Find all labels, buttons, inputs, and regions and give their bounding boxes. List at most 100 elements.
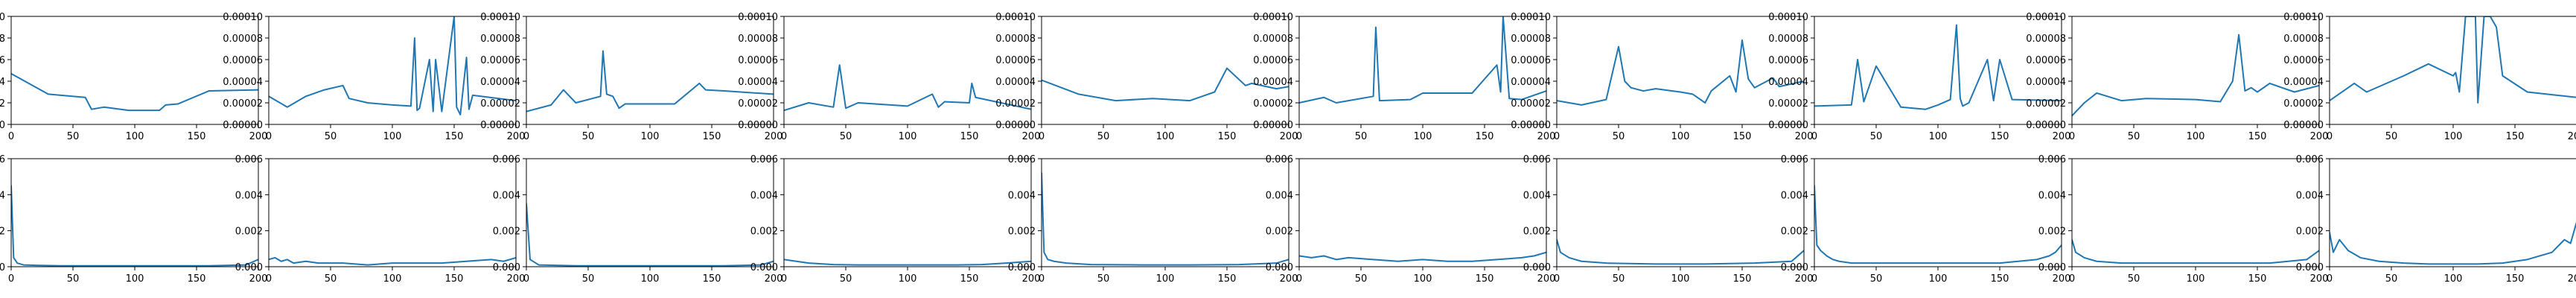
x-tick-label: 200: [2310, 131, 2329, 142]
y-tick-label: 0.00000: [2026, 120, 2066, 131]
y-tick-label: 0.002: [2296, 226, 2324, 238]
y-tick-label: 0.00010: [1768, 12, 1808, 23]
axes-frame: [1814, 16, 2062, 125]
x-tick-label: 0: [266, 273, 272, 285]
subplot-top-6: 0 50 100 150 2000.000000.000020.000040.00006…: [1253, 12, 1555, 142]
series-line: [2330, 221, 2576, 265]
series-line: [269, 16, 516, 115]
x-tick-label: 200: [507, 273, 526, 285]
x-tick-label: 100: [1414, 273, 1432, 285]
axes-frame: [2071, 158, 2320, 267]
x-tick-label: 100: [899, 273, 917, 285]
x-tick-label: 100: [383, 131, 402, 142]
x-tick-label: 0: [1554, 273, 1560, 285]
y-tick-label: 0.004: [2296, 190, 2324, 201]
x-tick-label: 0: [523, 131, 529, 142]
y-tick-label: 0.000: [1523, 262, 1551, 273]
axes-frame: [1814, 158, 2062, 267]
y-tick-label: 0.004: [0, 190, 5, 201]
axes-frame: [2071, 16, 2320, 125]
x-tick-label: 200: [1537, 131, 1556, 142]
x-tick-label: 50: [67, 131, 80, 142]
y-tick-label: 0.002: [235, 226, 263, 238]
series-line: [1299, 16, 1546, 104]
y-tick-label: 0.004: [235, 190, 263, 201]
axes-frame: [783, 16, 1032, 125]
y-tick-label: 0.00008: [1768, 34, 1808, 45]
y-tick-label: 0.002: [1781, 226, 1808, 238]
x-tick-label: 0: [781, 131, 787, 142]
y-tick-label: 0.002: [750, 226, 778, 238]
x-tick-label: 100: [641, 131, 660, 142]
x-tick-label: 100: [1671, 131, 1690, 142]
series-line: [269, 256, 516, 266]
x-tick-label: 150: [2506, 273, 2525, 285]
y-tick-label: 0.00006: [995, 55, 1036, 66]
axes-frame: [526, 158, 774, 267]
y-tick-label: 0.004: [1523, 190, 1551, 201]
y-tick-label: 0.006: [1008, 154, 1036, 165]
x-tick-label: 200: [765, 131, 783, 142]
y-tick-label: 0.00008: [995, 34, 1036, 45]
y-tick-label: 0.00008: [738, 34, 778, 45]
y-tick-label: 0.00008: [2283, 34, 2324, 45]
x-tick-label: 50: [1097, 131, 1110, 142]
y-tick-label: 0.004: [750, 190, 778, 201]
y-tick-label: 0.002: [0, 226, 5, 238]
series-line: [526, 203, 774, 267]
y-tick-label: 0.00000: [1253, 120, 1293, 131]
x-tick-label: 150: [445, 273, 464, 285]
subplot-top-2: 0 50 100 150 2000.000000.000020.000040.00006…: [223, 12, 525, 142]
y-tick-label: 0.00004: [223, 77, 263, 88]
x-tick-label: 200: [2568, 273, 2576, 285]
x-tick-label: 0: [1039, 273, 1045, 285]
y-tick-label: 0.00002: [995, 98, 1036, 110]
y-tick-label: 0.004: [1781, 190, 1808, 201]
x-tick-label: 0: [2327, 273, 2333, 285]
x-tick-label: 200: [2053, 273, 2071, 285]
y-tick-label: 0.000: [493, 262, 520, 273]
x-tick-label: 50: [840, 131, 852, 142]
x-tick-label: 200: [1022, 273, 1041, 285]
y-tick-label: 0.00008: [1511, 34, 1551, 45]
y-tick-label: 0.00002: [1511, 98, 1551, 110]
x-tick-label: 0: [266, 131, 272, 142]
series-line: [1557, 238, 1804, 265]
y-tick-label: 0.006: [493, 154, 520, 165]
y-tick-label: 0.000: [750, 262, 778, 273]
y-tick-label: 0.00004: [2026, 77, 2066, 88]
y-tick-label: 0.006: [1781, 154, 1808, 165]
x-tick-label: 50: [582, 273, 595, 285]
y-tick-label: 0.00010: [995, 12, 1036, 23]
y-tick-label: 0.002: [1266, 226, 1293, 238]
x-tick-label: 150: [2248, 273, 2267, 285]
y-tick-label: 0.00006: [1768, 55, 1808, 66]
axes-frame: [1041, 16, 1289, 125]
series-line: [526, 50, 774, 112]
series-line: [2330, 16, 2576, 104]
y-tick-label: 0.004: [493, 190, 520, 201]
y-tick-label: 0.00008: [2026, 34, 2066, 45]
y-tick-label: 0.000: [2296, 262, 2324, 273]
x-tick-label: 100: [1156, 273, 1175, 285]
axes-frame: [1041, 158, 1289, 267]
x-tick-label: 200: [1280, 273, 1298, 285]
y-tick-label: 0.00006: [223, 55, 263, 66]
y-tick-label: 0.00008: [0, 34, 5, 45]
x-tick-label: 150: [1218, 273, 1237, 285]
x-tick-label: 150: [1991, 273, 2009, 285]
axes-frame: [268, 158, 517, 267]
x-tick-label: 200: [765, 273, 783, 285]
x-tick-label: 50: [1613, 273, 1625, 285]
x-tick-label: 0: [8, 131, 14, 142]
axes-frame: [1556, 16, 1805, 125]
y-tick-label: 0.00006: [2283, 55, 2324, 66]
series-line: [1299, 251, 1546, 262]
x-tick-label: 0: [1811, 131, 1817, 142]
